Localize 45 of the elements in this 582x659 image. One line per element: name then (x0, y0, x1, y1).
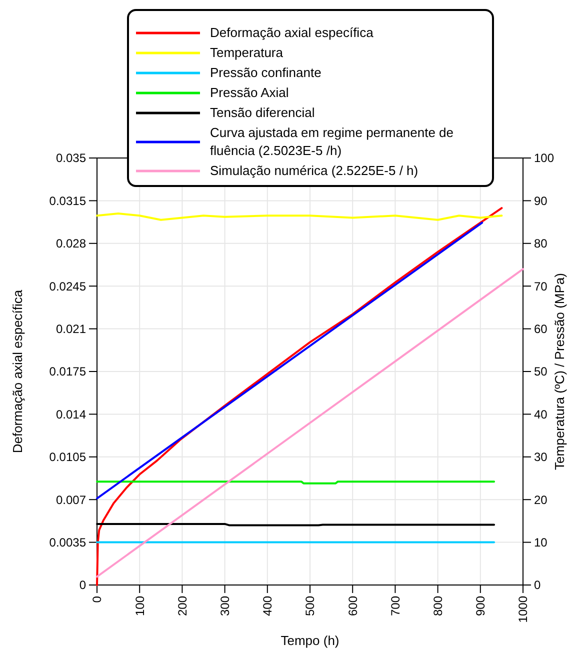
y-tick-label: 0.0035 (49, 536, 86, 550)
x-tick-label: 900 (474, 596, 488, 616)
x-tick-label: 1000 (516, 596, 530, 623)
x-tick-label: 400 (260, 596, 275, 616)
legend-label: Tensão diferencial (210, 105, 315, 120)
y2-tick-label: 20 (534, 492, 548, 507)
x-tick-label: 700 (388, 596, 402, 616)
line-series (96, 207, 503, 586)
y-tick-label: 0.021 (56, 322, 86, 336)
y2-tick-label: 10 (534, 536, 548, 550)
y2-tick-label: 40 (534, 407, 548, 422)
x-axis-title: Tempo (h) (280, 633, 340, 648)
legend-label: Curva ajustada em regime permanente de fluência (2.5023E-5 /h) (210, 125, 454, 158)
legend-label: Simulação numérica (2.5225E-5 / h) (210, 163, 418, 178)
y2-tick-label: 100 (534, 151, 554, 166)
x-tick-label: 100 (132, 596, 147, 616)
y-tick-label: 0.0175 (49, 364, 86, 379)
y-tick-label: 0.007 (56, 492, 86, 507)
line-series (96, 212, 503, 221)
x-tick-label: 800 (431, 596, 445, 616)
y-axis-title: Deformação axial específica (10, 289, 25, 454)
y2-tick-label: 60 (534, 322, 548, 336)
legend-label: Temperatura (210, 45, 284, 60)
y2-tick-label: 90 (534, 194, 548, 208)
y2-tick-label: 50 (534, 364, 548, 379)
x-tick-label: 600 (346, 596, 360, 616)
y2-tick-label: 0 (534, 578, 541, 592)
y2-axis-title: Temperatura (ºC) / Pressão (MPa) (552, 273, 567, 470)
legend-label: Deformação axial específica (210, 25, 374, 40)
x-tick-label: 200 (175, 596, 190, 616)
y-tick-label: 0.0315 (49, 194, 86, 208)
x-tick-label: 500 (303, 596, 318, 616)
x-tick-label: 0 (90, 596, 104, 603)
y-tick-label: 0.028 (56, 236, 86, 251)
legend-label: Pressão confinante (210, 65, 322, 80)
y-tick-label: 0 (79, 578, 86, 592)
legend-label: Pressão Axial (210, 85, 289, 100)
y2-tick-label: 80 (534, 236, 548, 251)
y-tick-label: 0.035 (56, 151, 86, 166)
y2-tick-label: 70 (534, 279, 548, 294)
y-tick-label: 0.014 (56, 407, 86, 422)
y-tick-label: 0.0105 (49, 450, 86, 464)
y2-tick-label: 30 (534, 450, 548, 464)
y-tick-label: 0.0245 (49, 279, 86, 294)
x-tick-label: 300 (218, 596, 232, 616)
